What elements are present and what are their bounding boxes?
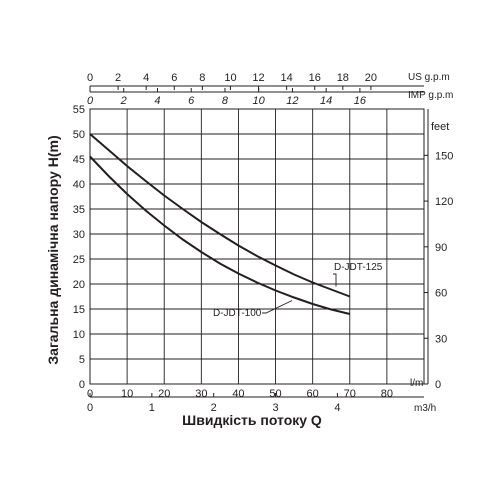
- grid: [89, 108, 424, 385]
- axes: [89, 85, 429, 398]
- tick-label-lpm: 40: [232, 388, 244, 400]
- feet-axis-unit: feet: [431, 121, 449, 133]
- y-axis-title: Загальна динамічна напору H(m): [45, 135, 61, 364]
- imp-gpm-axis-unit: IMP g.p.m: [408, 90, 453, 101]
- tick-label-head-m: 55: [73, 104, 85, 116]
- m3h-axis-unit: m3/h: [414, 403, 436, 414]
- plot-frame: [89, 108, 425, 385]
- tick-label-feet: 30: [435, 333, 447, 345]
- tick-label-head-m: 35: [73, 204, 85, 216]
- leader-line-d-jdt-100: [262, 300, 293, 314]
- tick-label-us-gpm: 0: [87, 72, 93, 84]
- tick-label-imp-gpm: 4: [154, 95, 160, 107]
- curve-d-jdt-125: [89, 133, 351, 298]
- us-gpm-axis-unit: US g.p.m: [408, 72, 450, 83]
- tick-label-feet: 150: [435, 150, 453, 162]
- tick-label-imp-gpm: 0: [87, 95, 94, 107]
- tick-label-imp-gpm: 14: [320, 95, 332, 107]
- tick-label-feet: 0: [435, 379, 441, 391]
- tick-label-us-gpm: 16: [309, 72, 321, 84]
- tick-label-head-m: 45: [73, 154, 85, 166]
- tick-label-lpm: 60: [307, 388, 319, 400]
- tick-label-us-gpm: 2: [115, 72, 121, 84]
- curves: [89, 133, 351, 315]
- tick-label-lpm: 30: [195, 388, 207, 400]
- tick-label-head-m: 30: [73, 229, 85, 241]
- tick-label-head-m: 10: [73, 329, 85, 341]
- tick-label-lpm: 50: [269, 388, 281, 400]
- tick-label-m3h: 0: [87, 402, 93, 414]
- tick-label-us-gpm: 8: [199, 72, 205, 84]
- tick-label-head-m: 0: [79, 379, 85, 391]
- tick-label-head-m: 5: [79, 354, 85, 366]
- tick-label-head-m: 25: [73, 254, 85, 266]
- series-label-d-jdt-125: D-JDT-125: [334, 262, 383, 273]
- tick-label-m3h: 2: [211, 402, 217, 414]
- tick-label-us-gpm: 6: [171, 72, 177, 84]
- tick-label-imp-gpm: 10: [253, 95, 266, 107]
- tick-label-us-gpm: 20: [365, 72, 377, 84]
- tick-label-us-gpm: 12: [252, 72, 264, 84]
- tick-label-lpm: 80: [381, 388, 393, 400]
- tick-label-lpm: 10: [121, 388, 133, 400]
- tick-label-imp-gpm: 6: [188, 95, 195, 107]
- tick-label-feet: 60: [435, 288, 447, 300]
- tick-label-imp-gpm: 8: [222, 95, 229, 107]
- curve-d-jdt-100: [89, 155, 351, 315]
- tick-label-us-gpm: 10: [224, 72, 236, 84]
- tick-label-imp-gpm: 16: [354, 95, 367, 107]
- tick-label-imp-gpm: 12: [286, 95, 298, 107]
- tick-label-head-m: 20: [73, 279, 85, 291]
- tick-label-imp-gpm: 2: [120, 95, 127, 107]
- tick-label-m3h: 4: [334, 402, 340, 414]
- tick-label-lpm: 70: [344, 388, 356, 400]
- tick-label-feet: 90: [435, 242, 447, 254]
- series-label-d-jdt-100: D-JDT-100: [213, 308, 262, 319]
- tick-label-head-m: 15: [73, 304, 85, 316]
- leader-line-d-jdt-125: [333, 273, 337, 287]
- tick-label-lpm: 20: [158, 388, 170, 400]
- tick-label-us-gpm: 4: [143, 72, 149, 84]
- tick-label-head-m: 40: [73, 179, 85, 191]
- x-axis-title: Швидкість потоку Q: [182, 412, 322, 428]
- tick-label-lpm: 0: [87, 388, 93, 400]
- tick-label-us-gpm: 14: [281, 72, 293, 84]
- tick-label-feet: 120: [435, 196, 453, 208]
- tick-label-m3h: 3: [272, 402, 278, 414]
- tick-label-us-gpm: 18: [337, 72, 349, 84]
- tick-label-head-m: 50: [73, 129, 85, 141]
- lpm-axis-unit: l/m: [410, 378, 423, 389]
- tick-label-m3h: 1: [149, 402, 155, 414]
